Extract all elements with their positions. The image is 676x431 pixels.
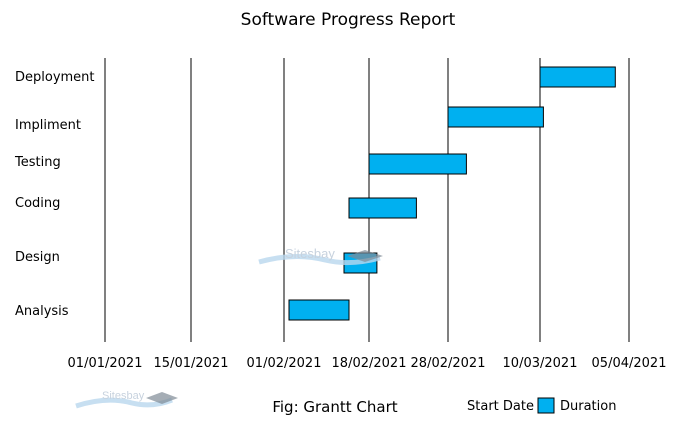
- chart-title: Software Progress Report: [241, 10, 456, 30]
- category-label: Impliment: [15, 118, 81, 133]
- legend: Start Date Duration: [467, 397, 616, 414]
- category-label: Deployment: [15, 70, 95, 85]
- x-tick-label: 15/01/2021: [154, 356, 229, 371]
- bar-deployment: [539, 66, 616, 88]
- x-tick-labels: 01/01/2021 15/01/2021 01/02/2021 18/02/2021…: [68, 356, 667, 371]
- bars: [288, 66, 616, 321]
- x-tick-label: 01/01/2021: [68, 356, 143, 371]
- watermark-text-2: Sitesbay: [102, 390, 145, 402]
- bar-testing: [368, 153, 467, 175]
- x-tick-label: 05/04/2021: [592, 356, 667, 371]
- legend-duration-swatch: [537, 397, 555, 414]
- bar-coding: [348, 197, 417, 219]
- category-labels: Deployment Impliment Testing Coding Design An…: [14, 70, 95, 319]
- chart-caption: Fig: Grantt Chart: [272, 398, 397, 416]
- category-label: Coding: [15, 196, 60, 211]
- category-label: Design: [15, 250, 60, 265]
- legend-start-date: Start Date: [467, 399, 534, 414]
- x-tick-label: 28/02/2021: [411, 356, 486, 371]
- category-label: Analysis: [15, 304, 69, 319]
- bar-impliment: [447, 106, 544, 128]
- category-label: Testing: [14, 155, 61, 170]
- watermark-logo-2: Sitesbay: [75, 390, 178, 409]
- legend-duration: Duration: [560, 399, 616, 414]
- bar-analysis: [288, 299, 350, 321]
- x-tick-label: 01/02/2021: [247, 356, 322, 371]
- watermark-text: Sitesbay: [285, 246, 335, 261]
- x-tick-label: 18/02/2021: [332, 356, 407, 371]
- x-tick-label: 10/03/2021: [503, 356, 578, 371]
- gridlines: [104, 58, 630, 342]
- watermark-logo: Sitesbay: [258, 246, 383, 266]
